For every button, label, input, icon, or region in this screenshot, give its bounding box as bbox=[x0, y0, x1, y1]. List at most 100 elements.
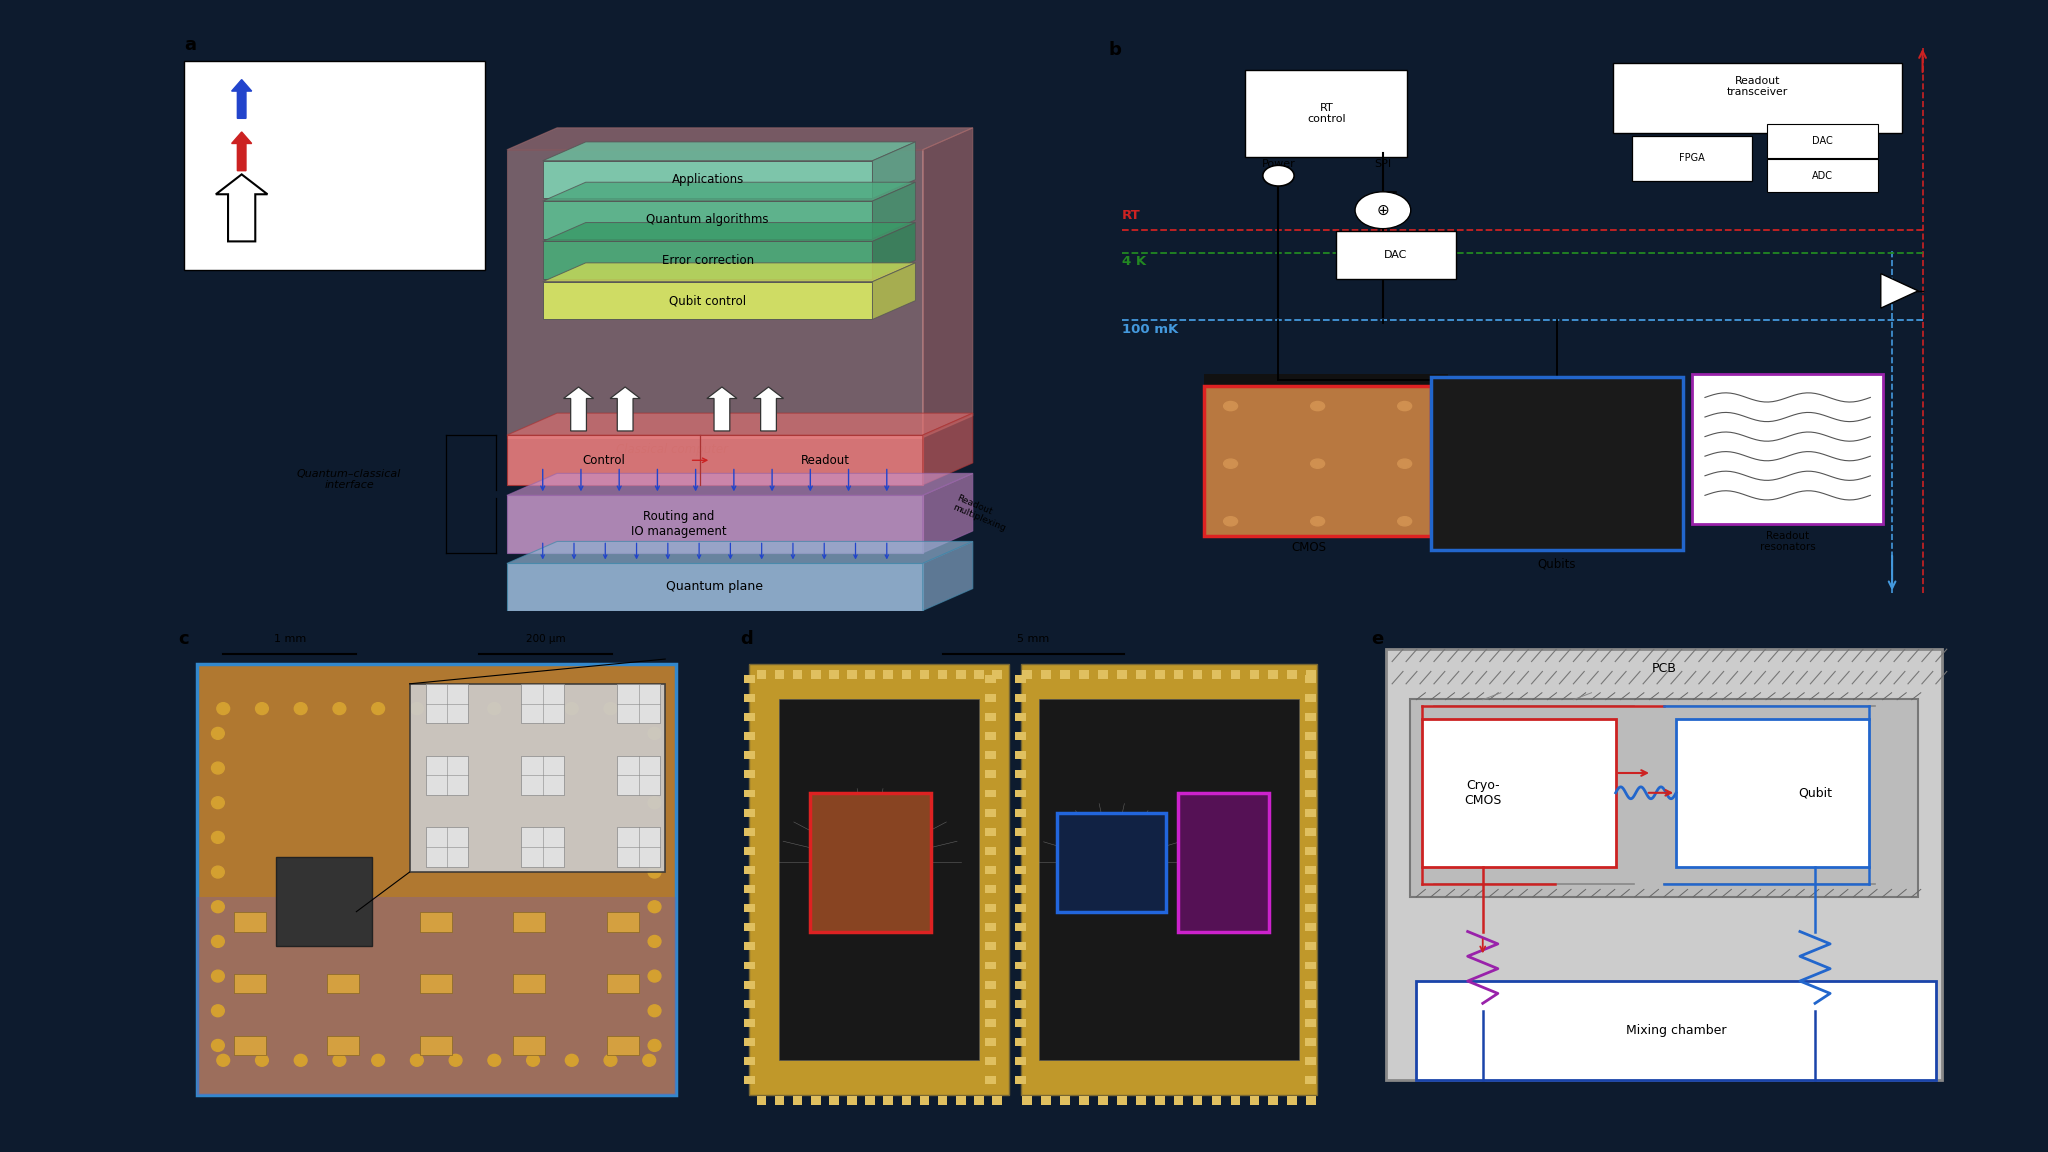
Bar bbox=[1305, 733, 1317, 740]
Bar bbox=[1417, 982, 1935, 1081]
FancyArrow shape bbox=[563, 387, 594, 431]
Text: a: a bbox=[184, 36, 197, 54]
Polygon shape bbox=[922, 541, 973, 611]
Text: SPI: SPI bbox=[1374, 159, 1391, 169]
Bar bbox=[1305, 962, 1317, 970]
Bar bbox=[991, 1096, 1001, 1105]
Bar bbox=[1305, 771, 1317, 779]
Bar bbox=[774, 1096, 784, 1105]
Bar bbox=[522, 684, 563, 723]
Circle shape bbox=[647, 1005, 662, 1017]
Text: 100 mK: 100 mK bbox=[1122, 323, 1178, 336]
Circle shape bbox=[1311, 516, 1325, 525]
Bar bbox=[743, 923, 756, 931]
Text: RT: RT bbox=[1122, 209, 1141, 222]
Bar bbox=[975, 1096, 983, 1105]
Circle shape bbox=[1311, 460, 1325, 469]
Bar bbox=[1305, 828, 1317, 835]
Bar bbox=[1061, 1096, 1069, 1105]
Bar bbox=[938, 1096, 948, 1105]
Circle shape bbox=[217, 1054, 229, 1067]
Bar bbox=[1116, 1096, 1126, 1105]
Bar bbox=[938, 670, 948, 679]
Bar bbox=[1249, 1096, 1260, 1105]
Bar bbox=[543, 282, 872, 319]
Bar bbox=[756, 1096, 766, 1105]
Bar bbox=[985, 1018, 995, 1026]
Bar bbox=[1016, 809, 1026, 817]
Circle shape bbox=[604, 1054, 616, 1067]
FancyArrow shape bbox=[231, 79, 252, 119]
Bar bbox=[985, 866, 995, 874]
Bar bbox=[543, 242, 872, 279]
Circle shape bbox=[211, 1005, 225, 1017]
Text: Mixing chamber: Mixing chamber bbox=[1626, 1024, 1726, 1037]
Bar bbox=[1305, 866, 1317, 874]
Text: 4 K: 4 K bbox=[1122, 255, 1147, 268]
FancyArrow shape bbox=[610, 387, 641, 431]
Bar bbox=[743, 809, 756, 817]
Bar bbox=[1016, 885, 1026, 893]
Text: Cryo-
CMOS: Cryo- CMOS bbox=[1464, 779, 1501, 806]
Bar bbox=[1305, 751, 1317, 759]
Circle shape bbox=[647, 763, 662, 774]
Bar bbox=[1016, 866, 1026, 874]
Circle shape bbox=[487, 703, 500, 714]
Bar bbox=[743, 789, 756, 797]
Bar bbox=[1305, 885, 1317, 893]
Bar bbox=[809, 793, 930, 932]
Bar bbox=[1057, 812, 1165, 911]
Bar bbox=[1305, 789, 1317, 797]
Polygon shape bbox=[922, 128, 973, 438]
Bar bbox=[1178, 793, 1270, 932]
Text: Readout
resonators: Readout resonators bbox=[1759, 531, 1815, 552]
FancyBboxPatch shape bbox=[1612, 62, 1903, 134]
Circle shape bbox=[1356, 192, 1411, 229]
Bar bbox=[1098, 670, 1108, 679]
Bar bbox=[1016, 675, 1026, 683]
Polygon shape bbox=[1880, 273, 1919, 308]
Bar bbox=[606, 973, 639, 993]
Text: Readout
multiplexing: Readout multiplexing bbox=[950, 493, 1012, 533]
Circle shape bbox=[1264, 165, 1294, 187]
Bar bbox=[616, 684, 659, 723]
Bar bbox=[328, 973, 358, 993]
Bar bbox=[1016, 904, 1026, 912]
Bar bbox=[543, 202, 872, 238]
Bar bbox=[985, 885, 995, 893]
Bar bbox=[743, 1058, 756, 1064]
Bar bbox=[233, 973, 266, 993]
Bar bbox=[901, 1096, 911, 1105]
Bar bbox=[743, 942, 756, 950]
Bar bbox=[1016, 847, 1026, 855]
Bar bbox=[1268, 1096, 1278, 1105]
Text: Quantum–classical
interface: Quantum–classical interface bbox=[297, 469, 401, 491]
Circle shape bbox=[256, 1054, 268, 1067]
Text: Power: Power bbox=[1262, 159, 1294, 169]
Bar bbox=[956, 1096, 965, 1105]
Bar bbox=[616, 827, 659, 867]
Circle shape bbox=[1397, 402, 1411, 411]
Bar bbox=[514, 1036, 545, 1055]
Bar bbox=[1079, 670, 1090, 679]
Bar bbox=[985, 980, 995, 988]
Bar bbox=[1249, 670, 1260, 679]
Circle shape bbox=[647, 935, 662, 947]
Bar bbox=[864, 1096, 874, 1105]
Bar bbox=[328, 911, 358, 932]
Bar bbox=[1040, 670, 1051, 679]
Circle shape bbox=[373, 1054, 385, 1067]
Bar bbox=[1305, 1076, 1317, 1084]
Circle shape bbox=[647, 1039, 662, 1052]
Bar bbox=[420, 973, 453, 993]
Bar bbox=[1231, 670, 1241, 679]
Bar bbox=[514, 973, 545, 993]
Bar bbox=[1231, 1096, 1241, 1105]
Bar bbox=[1155, 670, 1165, 679]
Bar bbox=[1268, 670, 1278, 679]
Text: c: c bbox=[178, 630, 188, 649]
Circle shape bbox=[647, 866, 662, 878]
Bar bbox=[1305, 713, 1317, 721]
Circle shape bbox=[373, 703, 385, 714]
Text: b: b bbox=[1108, 40, 1122, 59]
